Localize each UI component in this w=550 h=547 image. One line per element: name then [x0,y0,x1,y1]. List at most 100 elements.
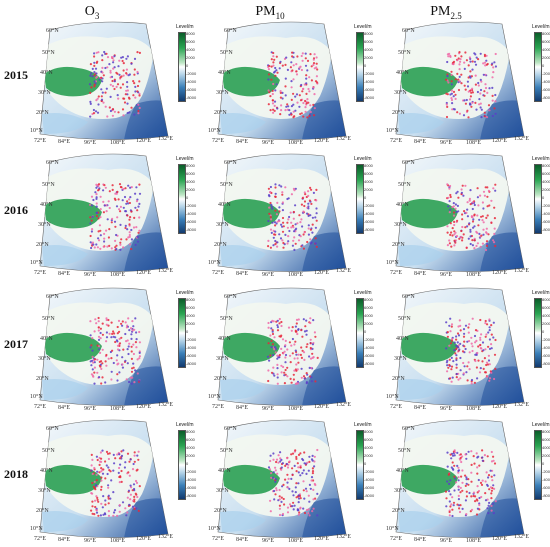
lon-label: 72°E [34,403,46,410]
site-marker [284,361,287,364]
site-marker [90,364,93,367]
site-marker [281,201,284,204]
column-title-main: O [84,4,95,19]
site-marker [465,246,468,249]
lon-label: 96°E [84,139,96,146]
site-marker [278,322,281,325]
legend-tick: -4000 [364,211,375,216]
site-marker [455,354,458,357]
site-marker [291,69,294,72]
site-marker [464,484,467,487]
legend-tick: -6000 [364,87,375,92]
site-marker [464,474,467,477]
site-marker [312,114,316,117]
site-marker [482,62,485,65]
site-marker [295,455,298,459]
site-marker [290,105,293,108]
site-marker [274,209,277,212]
site-marker [304,57,307,60]
site-marker [128,233,131,237]
map-svg: 10°N20°N30°N40°N50°N60°N72°E 84°E 96°E 108°… [30,287,173,412]
site-marker [449,342,453,345]
site-marker [271,102,275,105]
site-marker [105,318,108,322]
site-marker [286,348,289,351]
site-marker [484,348,487,351]
site-marker [101,348,104,351]
site-marker [305,333,308,336]
site-marker [455,481,458,484]
site-marker [106,472,109,476]
site-marker [267,239,270,242]
site-marker [116,94,119,97]
site-marker [308,90,311,93]
site-marker [136,51,139,54]
lat-label: 60°N [402,293,415,300]
site-marker [134,192,137,195]
site-marker [277,454,280,457]
site-marker [107,200,110,203]
site-marker [276,220,279,223]
site-marker [284,94,287,97]
site-marker [471,68,474,71]
site-marker [268,206,271,209]
site-marker [454,477,457,480]
site-marker [485,216,488,219]
legend-tick: 8000 [542,31,550,36]
site-marker [485,54,488,57]
site-marker [280,223,283,226]
site-marker [457,469,461,472]
legend-tick: 4000 [186,179,195,184]
site-marker [490,333,493,336]
sea-area [398,511,444,532]
site-marker [455,358,458,362]
site-marker [449,493,452,496]
lon-label: 96°E [262,271,274,278]
site-marker [455,372,458,376]
lon-label: 108°E [288,139,303,146]
site-marker [490,221,493,224]
site-marker [285,462,288,466]
site-marker [275,460,278,464]
site-marker [478,371,482,374]
site-marker [308,76,311,79]
site-marker [286,375,289,378]
site-marker [93,480,96,483]
site-marker [457,471,460,474]
legend-tick: 0 [186,329,189,334]
site-marker [96,470,99,473]
site-marker [290,113,293,116]
site-marker [107,324,110,327]
site-marker [132,80,135,83]
site-marker [297,501,300,504]
site-marker [484,64,487,67]
lat-label: 40°N [218,69,231,76]
site-marker [286,221,289,224]
site-marker [490,475,493,478]
site-marker [110,247,113,250]
site-marker [138,379,141,382]
site-marker [282,225,285,228]
site-marker [490,371,493,374]
site-marker [451,227,454,230]
lon-label: 96°E [84,537,96,544]
site-marker [315,199,318,202]
site-marker [111,79,114,83]
site-marker [93,466,96,470]
site-marker [93,83,96,86]
site-marker [449,505,452,508]
site-marker [288,113,291,116]
site-marker [267,326,270,329]
site-marker [446,465,449,468]
site-marker [280,320,283,324]
site-marker [464,51,467,54]
site-marker [267,379,270,383]
site-marker [475,339,478,342]
site-marker [94,499,97,502]
legend-tick: 4000 [542,179,550,184]
site-marker [110,55,114,59]
site-marker [492,336,495,339]
site-marker [133,73,136,76]
site-marker [276,329,280,332]
site-marker [88,83,92,86]
